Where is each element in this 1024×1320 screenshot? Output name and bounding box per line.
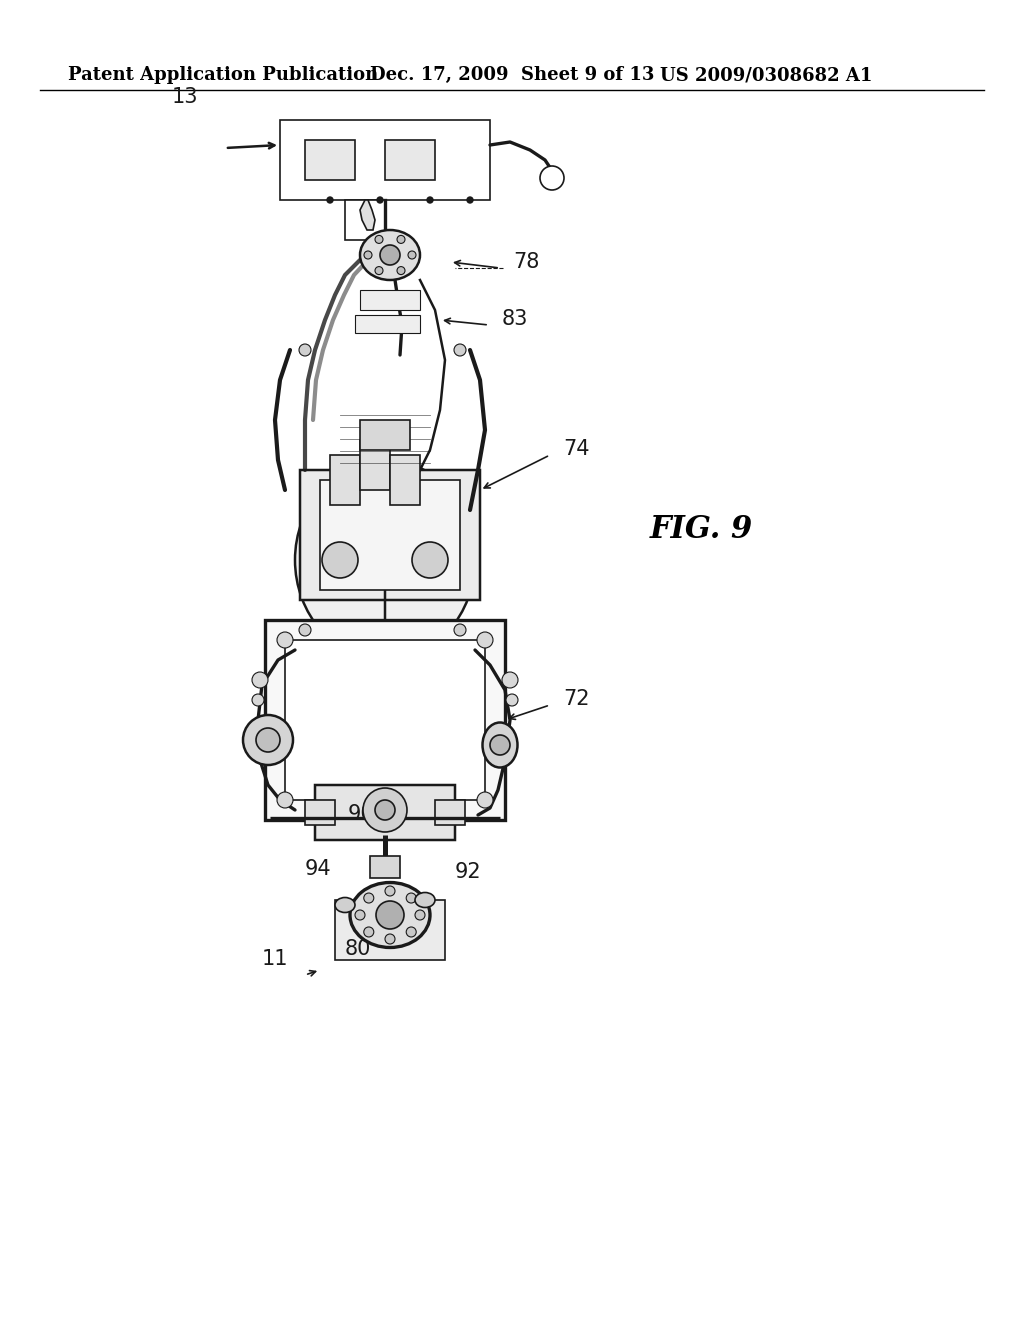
Bar xyxy=(280,120,490,201)
Bar xyxy=(360,440,390,490)
Circle shape xyxy=(256,729,280,752)
Circle shape xyxy=(427,197,433,203)
Bar xyxy=(285,640,485,800)
Text: 94: 94 xyxy=(305,859,332,879)
Circle shape xyxy=(364,927,374,937)
Text: 74: 74 xyxy=(563,440,590,459)
Text: 78: 78 xyxy=(513,252,540,272)
Circle shape xyxy=(397,235,406,243)
Text: Dec. 17, 2009  Sheet 9 of 13: Dec. 17, 2009 Sheet 9 of 13 xyxy=(370,66,654,84)
Circle shape xyxy=(454,345,466,356)
Bar xyxy=(360,420,410,450)
Circle shape xyxy=(407,927,416,937)
Circle shape xyxy=(412,543,449,578)
Text: FIG. 9: FIG. 9 xyxy=(650,515,754,545)
Circle shape xyxy=(467,197,473,203)
Circle shape xyxy=(278,792,293,808)
Circle shape xyxy=(376,902,404,929)
Text: 72: 72 xyxy=(563,689,590,709)
Circle shape xyxy=(490,735,510,755)
Circle shape xyxy=(385,886,395,896)
Polygon shape xyxy=(345,201,385,240)
Circle shape xyxy=(380,246,400,265)
Ellipse shape xyxy=(350,883,430,948)
Bar xyxy=(335,900,445,960)
Polygon shape xyxy=(360,201,375,230)
Bar xyxy=(265,620,505,820)
Bar xyxy=(319,480,460,590)
Circle shape xyxy=(299,624,311,636)
Circle shape xyxy=(299,345,311,356)
Bar xyxy=(390,455,420,506)
Circle shape xyxy=(397,267,406,275)
Circle shape xyxy=(375,235,383,243)
Circle shape xyxy=(243,715,293,766)
Text: 11: 11 xyxy=(262,949,289,969)
Circle shape xyxy=(407,894,416,903)
Text: 92: 92 xyxy=(455,862,481,882)
Circle shape xyxy=(252,672,268,688)
Bar xyxy=(300,470,480,601)
Text: 90: 90 xyxy=(348,804,375,824)
Circle shape xyxy=(506,694,518,706)
Circle shape xyxy=(355,909,365,920)
Ellipse shape xyxy=(415,892,435,908)
Text: 13: 13 xyxy=(172,87,199,107)
Bar xyxy=(330,455,360,506)
Circle shape xyxy=(385,935,395,944)
Bar xyxy=(315,785,455,840)
Bar xyxy=(370,855,400,878)
Circle shape xyxy=(477,632,493,648)
Circle shape xyxy=(322,543,358,578)
Bar xyxy=(305,140,355,180)
Ellipse shape xyxy=(335,898,355,912)
Circle shape xyxy=(364,894,374,903)
Circle shape xyxy=(454,624,466,636)
Circle shape xyxy=(377,197,383,203)
Text: 80: 80 xyxy=(345,939,372,960)
Circle shape xyxy=(375,267,383,275)
Bar xyxy=(305,800,335,825)
Bar xyxy=(355,315,420,333)
Circle shape xyxy=(502,672,518,688)
Circle shape xyxy=(477,792,493,808)
Bar xyxy=(435,800,465,825)
Circle shape xyxy=(252,694,264,706)
Bar xyxy=(360,290,420,310)
Text: Patent Application Publication: Patent Application Publication xyxy=(68,66,378,84)
Circle shape xyxy=(408,251,416,259)
Ellipse shape xyxy=(295,459,475,660)
Circle shape xyxy=(362,788,407,832)
Text: US 2009/0308682 A1: US 2009/0308682 A1 xyxy=(660,66,872,84)
Ellipse shape xyxy=(482,722,517,767)
Circle shape xyxy=(540,166,564,190)
Bar xyxy=(385,140,435,180)
Circle shape xyxy=(375,800,395,820)
Circle shape xyxy=(278,632,293,648)
Circle shape xyxy=(415,909,425,920)
Circle shape xyxy=(364,251,372,259)
Ellipse shape xyxy=(360,230,420,280)
Circle shape xyxy=(327,197,333,203)
Text: 83: 83 xyxy=(502,309,528,329)
